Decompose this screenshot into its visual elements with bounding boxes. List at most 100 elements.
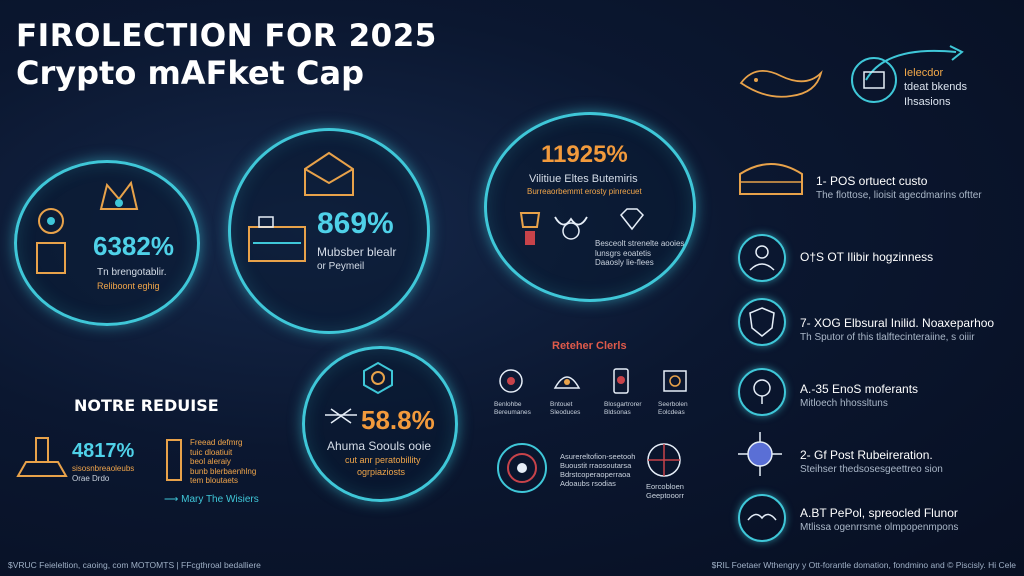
bubble-1-label-1: Tn brengotablir. [97, 267, 167, 278]
right-item-4-ring [738, 368, 786, 416]
center-icon-caption: Blosgartrorer Bldsonas [604, 401, 642, 416]
notre-small-1: sisosnbreaoleubs [72, 464, 135, 473]
network-icon [738, 432, 782, 476]
user-icon [749, 245, 775, 271]
center-bottom-caption-line: Geeptooorr [646, 491, 684, 500]
whale-icon [739, 69, 823, 98]
shield-icon [749, 307, 775, 337]
center-bottom-list: Asurereltofion-seetooh Buoustit rraosout… [560, 452, 635, 488]
bubble-4-value: 58.8% [361, 405, 435, 435]
top-right-line-2: tdeat bkends [904, 81, 967, 94]
bubble-4: 58.8% Ahuma Soouls ooie cut anr peratobi… [302, 346, 458, 502]
right-item-5-sub: Steihser thedsosesgeettreo sion [800, 464, 943, 475]
center-bottom-item: Buoustit rraosoutarsa [560, 461, 632, 470]
center-bottom-item: Bdrstcoperaoperraoa [560, 470, 631, 479]
vault-icon [663, 370, 687, 392]
orb-icon [497, 443, 547, 493]
bubble-3-caption: lunsgrs eoatetis [595, 248, 652, 258]
envelope-icon [304, 151, 354, 196]
diamond-icon [619, 208, 645, 231]
page-title: FIROLECTION FOR 2025 Crypto mAFket Cap [16, 18, 437, 92]
center-bottom-caption-line: Eorcobloen [646, 482, 684, 491]
notre-heading: NOTRE REDUISE [74, 396, 219, 415]
globe-icon [647, 443, 681, 477]
center-icon-row: Benlohbe Bereumanes Bntouet Sleoduces Bl… [494, 366, 708, 416]
bubble-3: 11925% Vilitiue Eltes Butemiris Burreaor… [484, 112, 696, 302]
bubble-4-label-2: cut anr peratobillity [345, 455, 421, 465]
right-item-3-ring [738, 298, 786, 346]
notre-list-item: Freead defmrg [190, 438, 243, 447]
right-item-4-title: A.-35 EnoS moferants [800, 382, 919, 396]
bubble-1-label-2: Reliboont eghig [97, 281, 160, 291]
top-right-line-1: Ielecdor [904, 67, 944, 79]
right-item-1-title: 1- POS ortuect custo [816, 174, 928, 188]
center-icon-item: Seerbolen Eolcdeas [658, 366, 702, 417]
machine-icon [248, 216, 306, 262]
right-item-2-ring [738, 234, 786, 282]
lamp-icon [16, 437, 68, 477]
bulb-icon [753, 379, 771, 404]
center-heading: Reteher Clerls [552, 340, 627, 352]
bubble-3-caption-list: Besceolt strenelte aooies lunsgrs eoatet… [595, 239, 684, 268]
arrow-icon [851, 45, 964, 103]
bubble-3-value: 11925% [541, 141, 628, 168]
bubble-1-value: 6382% [93, 231, 174, 261]
crown-icon [99, 180, 139, 210]
robot-icon [36, 208, 66, 274]
bubble-2-label-1: Mubsber blealr [317, 245, 397, 259]
center-bottom-item: Asurereltofion-seetooh [560, 452, 636, 461]
bull-icon [554, 216, 588, 240]
arrow-right-icon: ⟶ [164, 494, 182, 505]
center-bottom-item: Adoaubs rsodias [560, 479, 616, 488]
bubble-1: 6382% Tn brengotablir. Reliboont eghig [14, 160, 200, 326]
center-icon-caption: Seerbolen Eolcdeas [658, 401, 688, 416]
center-icon-caption: Bntouet Sleoduces [550, 401, 581, 416]
hex-coin-icon [363, 361, 393, 395]
drone-icon [325, 408, 357, 424]
top-right-text: Ielecdor tdeat bkends Ihsasions [904, 66, 967, 109]
notre-list: Freead defmrg tuic dloatiuit beol alerai… [190, 438, 256, 486]
bubble-3-caption: Daaosly lie-flees [595, 258, 654, 268]
helmet-icon [553, 376, 581, 389]
tent-icon [739, 163, 803, 195]
footer-left: $VRUC Feieleltion, caoing, com MOTOMTS |… [8, 560, 261, 570]
notre-list-item: tem bloutaets [190, 476, 239, 486]
trophy-icon [519, 212, 541, 245]
bubble-2: 869% Mubsber blealr or Peymeil [228, 128, 430, 334]
right-item-5-title: 2- Gf Post Rubeireration. [800, 448, 933, 462]
hands-icon [747, 513, 777, 521]
right-item-6-title: A.BT PePol, spreocled Flunor [800, 506, 958, 520]
center-icon-caption: Benlohbe Bereumanes [494, 401, 531, 416]
center-icon-item: Benlohbe Bereumanes [494, 366, 534, 417]
title-line-1: FIROLECTION FOR 2025 [16, 18, 437, 54]
right-item-3-sub: Th Sputor of this tlalftecinteraiine, s … [800, 332, 975, 343]
notre-list-item: tuic dloatiuit [190, 447, 233, 457]
right-item-1-sub: The flottose, lioisit agecdmarins oftter [816, 190, 982, 201]
right-item-4-sub: Mitloech hhossltuns [800, 398, 888, 409]
notre-value: 4817% [72, 440, 135, 462]
center-bottom-caption: Eorcobloen Geeptooorr [646, 482, 684, 500]
bubble-2-value: 869% [317, 207, 394, 240]
phone-icon [613, 368, 629, 394]
bubble-3-label-1: Vilitiue Eltes Butemiris [529, 173, 638, 185]
notre-list-item: beol aleraiy [190, 457, 231, 467]
bubble-4-label-1: Ahuma Soouls ooie [327, 439, 432, 453]
right-item-2-title: O†S OT Ilibir hogzinness [800, 250, 934, 264]
notre-link[interactable]: ⟶ Mary The Wisiers [164, 494, 259, 505]
bubble-2-label-2: or Peymeil [317, 261, 365, 272]
bubble-3-label-2: Burreaorbemmt erosty pinrecuet [527, 187, 642, 196]
right-item-3-title: 7- XOG Elbsural Inilid. Noaxeparhoo [800, 316, 995, 330]
target-icon [499, 369, 523, 393]
top-right-line-3: Ihsasions [904, 95, 951, 108]
bottle-icon [166, 439, 182, 481]
notre-link-label: Mary The Wisiers [181, 494, 259, 505]
notre-small-2: Orae Drdo [72, 474, 110, 483]
bubble-3-caption: Besceolt strenelte aooies [595, 239, 685, 248]
bubble-4-label-3: ogrpiaziosts [357, 467, 406, 477]
notre-list-item: bunb blerbaenhlng [190, 466, 257, 476]
footer-right: $RIL Foetaer Wthengry y Ott-forantle dom… [711, 560, 1016, 570]
title-line-2: Crypto mAFket Cap [16, 53, 364, 92]
center-icon-item: Blosgartrorer Bldsonas [604, 366, 648, 417]
right-item-6-ring [738, 494, 786, 542]
right-item-6-sub: Mtlissa ogenrrsme olmpopenmpons [800, 522, 959, 533]
